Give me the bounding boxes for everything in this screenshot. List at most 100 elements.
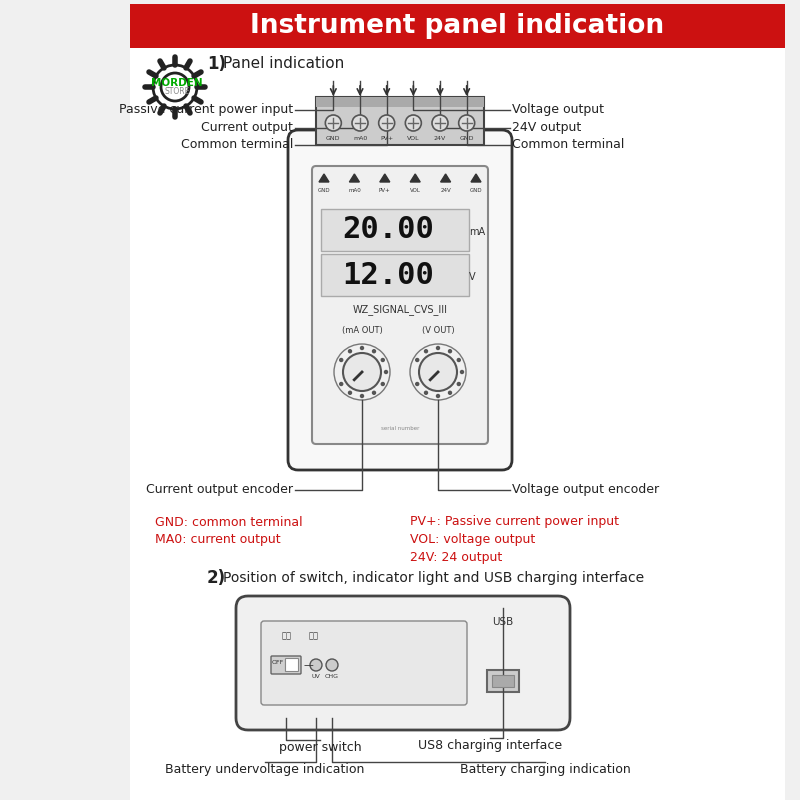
Text: Passive current power input: Passive current power input (119, 103, 293, 117)
Text: STORE: STORE (164, 86, 190, 95)
Text: Battery undervoltage indication: Battery undervoltage indication (166, 763, 365, 777)
Text: —: — (303, 660, 313, 670)
Circle shape (458, 115, 474, 131)
Text: V: V (469, 272, 476, 282)
Circle shape (349, 391, 351, 394)
Circle shape (161, 73, 189, 101)
Circle shape (449, 391, 451, 394)
Text: GND: GND (326, 137, 341, 142)
Text: Position of switch, indicator light and USB charging interface: Position of switch, indicator light and … (223, 571, 644, 585)
Circle shape (406, 115, 422, 131)
Text: MORDEN: MORDEN (151, 78, 203, 88)
Text: power switch: power switch (278, 742, 362, 754)
Text: (mA OUT): (mA OUT) (342, 326, 382, 334)
Circle shape (378, 115, 394, 131)
Circle shape (419, 353, 457, 391)
FancyBboxPatch shape (321, 209, 469, 251)
FancyBboxPatch shape (316, 97, 484, 145)
Circle shape (437, 394, 439, 398)
Text: GND: GND (459, 137, 474, 142)
Circle shape (373, 391, 375, 394)
Text: PV+: PV+ (380, 137, 394, 142)
FancyBboxPatch shape (286, 658, 298, 671)
Text: (V OUT): (V OUT) (422, 326, 454, 334)
Text: Panel indication: Panel indication (223, 57, 344, 71)
Text: 24V output: 24V output (512, 122, 582, 134)
Circle shape (382, 358, 384, 362)
Text: WZ_SIGNAL_CVS_III: WZ_SIGNAL_CVS_III (353, 305, 447, 315)
Text: VOL: VOL (407, 137, 420, 142)
Text: mA0: mA0 (353, 137, 367, 142)
Polygon shape (319, 174, 329, 182)
Circle shape (340, 382, 342, 386)
FancyBboxPatch shape (288, 130, 512, 470)
FancyBboxPatch shape (316, 97, 484, 107)
Circle shape (352, 115, 368, 131)
Circle shape (416, 358, 418, 362)
FancyBboxPatch shape (492, 675, 514, 687)
Circle shape (326, 115, 342, 131)
Text: 24V: 24V (440, 188, 451, 193)
Text: CHG: CHG (325, 674, 339, 678)
Text: Current output: Current output (201, 122, 293, 134)
FancyBboxPatch shape (321, 254, 469, 296)
Text: serial number: serial number (381, 426, 419, 430)
Circle shape (373, 350, 375, 353)
Text: GND: GND (470, 188, 482, 193)
Text: MA0: current output: MA0: current output (155, 534, 281, 546)
Text: OFF: OFF (272, 659, 284, 665)
Circle shape (432, 115, 448, 131)
Text: 24V: 24V (434, 137, 446, 142)
Polygon shape (441, 174, 450, 182)
Circle shape (340, 358, 342, 362)
Text: Current output encoder: Current output encoder (146, 483, 293, 497)
Polygon shape (350, 174, 359, 182)
FancyBboxPatch shape (312, 166, 488, 444)
Circle shape (326, 659, 338, 671)
FancyBboxPatch shape (236, 596, 570, 730)
Text: Common terminal: Common terminal (512, 138, 624, 151)
Text: 充电: 充电 (309, 631, 319, 641)
Circle shape (343, 353, 381, 391)
Circle shape (449, 350, 451, 353)
Text: 24V: 24 output: 24V: 24 output (410, 551, 502, 565)
Text: 12.00: 12.00 (342, 261, 434, 290)
Polygon shape (410, 174, 420, 182)
Text: US8 charging interface: US8 charging interface (418, 739, 562, 753)
Text: mA: mA (469, 227, 485, 237)
Text: 20.00: 20.00 (342, 215, 434, 245)
Polygon shape (380, 174, 390, 182)
Circle shape (361, 394, 363, 398)
Circle shape (458, 358, 460, 362)
Circle shape (425, 391, 427, 394)
Circle shape (382, 382, 384, 386)
Text: 2): 2) (207, 569, 226, 587)
Text: USB: USB (492, 617, 514, 627)
Circle shape (310, 659, 322, 671)
Circle shape (385, 370, 387, 374)
Text: 大压: 大压 (282, 631, 292, 641)
Circle shape (461, 370, 463, 374)
Text: Common terminal: Common terminal (181, 138, 293, 151)
Text: ON: ON (287, 659, 297, 665)
FancyBboxPatch shape (271, 656, 301, 674)
Circle shape (425, 350, 427, 353)
Circle shape (437, 346, 439, 350)
Text: Voltage output: Voltage output (512, 103, 604, 117)
FancyBboxPatch shape (130, 48, 785, 800)
Text: Instrument panel indication: Instrument panel indication (250, 13, 664, 39)
Circle shape (458, 382, 460, 386)
Text: Battery charging indication: Battery charging indication (460, 763, 630, 777)
Text: UV: UV (312, 674, 320, 678)
Text: PV+: PV+ (379, 188, 390, 193)
Text: GND: GND (318, 188, 330, 193)
FancyBboxPatch shape (130, 4, 785, 48)
Circle shape (361, 346, 363, 350)
FancyBboxPatch shape (487, 670, 519, 692)
Text: Voltage output encoder: Voltage output encoder (512, 483, 659, 497)
FancyBboxPatch shape (261, 621, 467, 705)
Text: VOL: voltage output: VOL: voltage output (410, 534, 535, 546)
Text: 1): 1) (207, 55, 226, 73)
Circle shape (349, 350, 351, 353)
Text: GND: common terminal: GND: common terminal (155, 515, 302, 529)
